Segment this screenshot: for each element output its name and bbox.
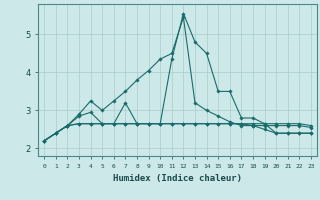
X-axis label: Humidex (Indice chaleur): Humidex (Indice chaleur) [113,174,242,183]
